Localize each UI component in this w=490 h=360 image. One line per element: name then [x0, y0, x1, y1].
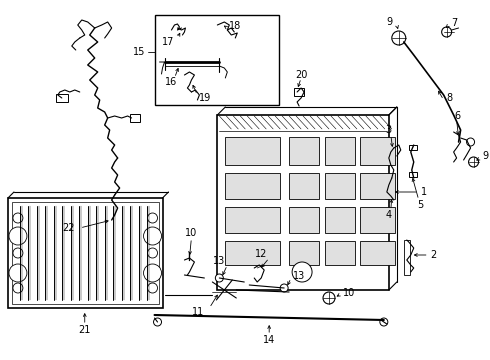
Bar	[404, 240, 410, 275]
Circle shape	[147, 213, 157, 223]
Bar	[289, 173, 319, 199]
Bar	[56, 94, 68, 102]
Text: 2: 2	[431, 250, 437, 260]
Circle shape	[153, 318, 162, 326]
Text: 1: 1	[421, 187, 427, 197]
Text: 9: 9	[387, 17, 393, 27]
Bar	[154, 15, 279, 105]
Text: 13: 13	[293, 271, 305, 281]
Circle shape	[144, 227, 162, 245]
Bar	[325, 241, 355, 265]
Text: 15: 15	[133, 47, 146, 57]
Bar	[225, 207, 280, 233]
Text: 3: 3	[386, 125, 392, 135]
Circle shape	[9, 227, 27, 245]
Bar	[360, 137, 395, 165]
Text: 4: 4	[386, 210, 392, 220]
Circle shape	[441, 27, 452, 37]
Bar	[360, 241, 395, 265]
Text: 6: 6	[455, 111, 461, 121]
Bar	[409, 172, 416, 177]
Text: 16: 16	[165, 77, 177, 87]
Bar	[360, 207, 395, 233]
Text: 14: 14	[263, 335, 275, 345]
Bar	[225, 173, 280, 199]
Circle shape	[380, 318, 388, 326]
Bar	[360, 173, 395, 199]
Text: 22: 22	[62, 223, 75, 233]
Bar	[325, 173, 355, 199]
Bar	[289, 207, 319, 233]
Bar	[8, 198, 163, 308]
Text: 21: 21	[78, 325, 91, 335]
Circle shape	[215, 274, 223, 282]
Circle shape	[9, 264, 27, 282]
Text: 5: 5	[416, 200, 423, 210]
Text: 17: 17	[162, 37, 174, 47]
Circle shape	[147, 283, 157, 293]
Circle shape	[144, 264, 162, 282]
Bar	[294, 88, 304, 96]
Text: 7: 7	[452, 18, 458, 28]
Bar	[325, 137, 355, 165]
Bar	[225, 241, 280, 265]
Bar	[225, 137, 280, 165]
Text: 10: 10	[343, 288, 355, 298]
Circle shape	[13, 213, 23, 223]
Text: 11: 11	[192, 307, 204, 317]
Bar	[409, 145, 416, 150]
Circle shape	[13, 283, 23, 293]
Circle shape	[323, 292, 335, 304]
Circle shape	[147, 248, 157, 258]
Bar	[289, 241, 319, 265]
Circle shape	[392, 31, 406, 45]
Bar	[289, 137, 319, 165]
Text: 8: 8	[447, 93, 453, 103]
Text: 20: 20	[295, 70, 307, 80]
Bar	[105, 215, 122, 227]
Text: 10: 10	[185, 228, 197, 238]
Circle shape	[466, 138, 475, 146]
Circle shape	[280, 284, 288, 292]
Circle shape	[13, 248, 23, 258]
Circle shape	[292, 262, 312, 282]
Bar	[218, 115, 389, 290]
Text: 12: 12	[255, 249, 267, 259]
Bar	[130, 114, 140, 122]
Circle shape	[468, 157, 479, 167]
Text: 18: 18	[229, 21, 242, 31]
Bar	[12, 202, 159, 304]
Text: 9: 9	[483, 151, 489, 161]
Text: 13: 13	[213, 256, 225, 266]
Bar	[325, 207, 355, 233]
Text: 19: 19	[199, 93, 212, 103]
